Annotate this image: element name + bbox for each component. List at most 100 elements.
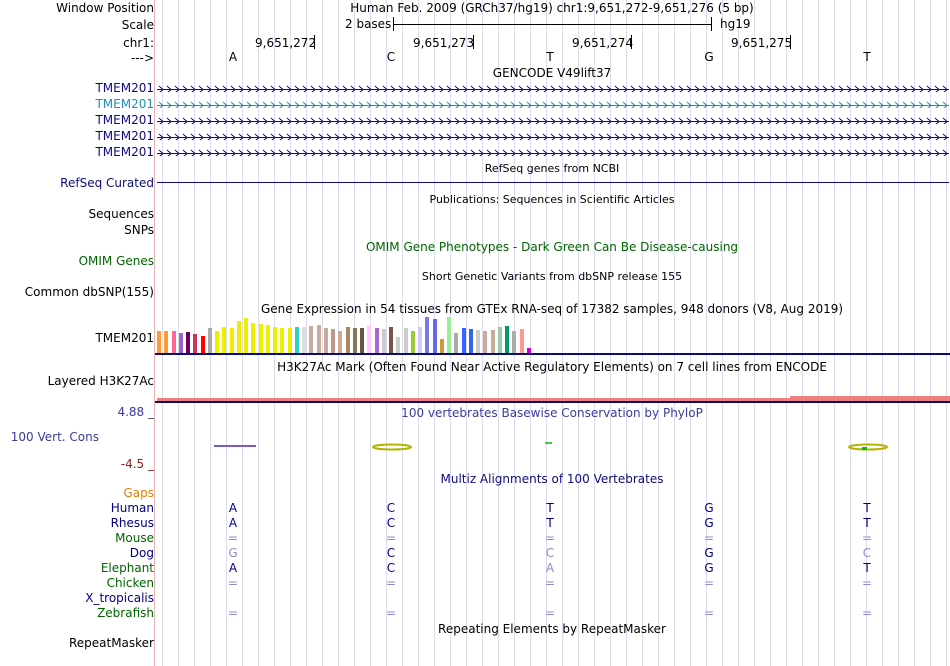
gtex-tissue-bar[interactable]: [410, 331, 415, 353]
gtex-tissue-bar[interactable]: [367, 326, 372, 353]
gencode-gene-label[interactable]: TMEM201: [95, 81, 154, 95]
gtex-tissue-bar[interactable]: [468, 328, 473, 353]
publications-sequences-label[interactable]: Sequences: [88, 207, 154, 221]
gtex-tissue-bar[interactable]: [360, 327, 364, 353]
h3k27ac-label[interactable]: Layered H3K27Ac: [47, 374, 154, 388]
gtex-tissue-bar[interactable]: [403, 327, 408, 353]
gtex-track-title[interactable]: Gene Expression in 54 tissues from GTEx …: [260, 302, 844, 316]
phylop-label[interactable]: 100 Vert. Cons: [10, 430, 99, 444]
gtex-tissue-bar[interactable]: [178, 333, 183, 353]
gtex-tissue-bar[interactable]: [287, 327, 292, 353]
gtex-tissue-bar[interactable]: [374, 327, 379, 353]
gtex-tissue-bar[interactable]: [490, 329, 495, 353]
gtex-tissue-bar[interactable]: [164, 331, 169, 353]
repeatmasker-track-title[interactable]: Repeating Elements by RepeatMasker: [438, 622, 666, 636]
gencode-gene-label[interactable]: TMEM201: [95, 129, 154, 143]
gtex-tissue-bar[interactable]: [309, 326, 314, 353]
repeatmasker-label[interactable]: RepeatMasker: [68, 636, 154, 650]
gencode-transcript[interactable]: [157, 83, 949, 92]
gencode-track-title[interactable]: GENCODE V49lift37: [492, 66, 612, 80]
gencode-transcript[interactable]: [157, 115, 949, 124]
multiz-species-label[interactable]: Elephant: [100, 561, 154, 575]
publications-snps-label[interactable]: SNPs: [124, 223, 154, 237]
refseq-label[interactable]: RefSeq Curated: [60, 176, 154, 190]
gtex-tissue-bar[interactable]: [273, 327, 277, 353]
gtex-tissue-bar[interactable]: [345, 327, 350, 353]
multiz-base: C: [386, 516, 396, 530]
scale-bar: [393, 24, 711, 25]
gtex-tissue-bar[interactable]: [258, 324, 263, 353]
gtex-tissue-bar[interactable]: [193, 334, 198, 353]
h3k27ac-signal[interactable]: [790, 396, 950, 401]
gtex-tissue-bar[interactable]: [200, 335, 205, 353]
gencode-gene-label[interactable]: TMEM201: [95, 97, 154, 111]
gtex-tissue-bar[interactable]: [280, 327, 285, 353]
guide-line: [658, 0, 659, 666]
gtex-tissue-bar[interactable]: [294, 327, 299, 353]
gtex-tissue-bar[interactable]: [425, 317, 430, 353]
gtex-tissue-bar[interactable]: [418, 327, 422, 353]
multiz-species-label[interactable]: Human: [110, 501, 154, 515]
gencode-transcript[interactable]: [157, 99, 949, 108]
gtex-tissue-bar[interactable]: [447, 317, 451, 353]
gtex-tissue-bar[interactable]: [483, 330, 488, 353]
gtex-tissue-bar[interactable]: [229, 327, 234, 353]
gtex-tissue-bar[interactable]: [519, 328, 524, 353]
gtex-tissue-bar[interactable]: [251, 323, 256, 353]
gtex-tissue-bar[interactable]: [454, 333, 459, 353]
gencode-transcript[interactable]: [157, 131, 949, 140]
gtex-tissue-bar[interactable]: [461, 327, 466, 353]
gtex-label[interactable]: TMEM201: [95, 331, 154, 345]
refseq-track-title[interactable]: RefSeq genes from NCBI: [484, 162, 620, 175]
gtex-tissue-bar[interactable]: [222, 327, 227, 353]
gencode-transcript[interactable]: [157, 147, 949, 156]
gtex-tissue-bar[interactable]: [505, 326, 509, 353]
multiz-gaps-label[interactable]: Gaps: [123, 486, 154, 500]
gtex-tissue-bar[interactable]: [439, 338, 444, 353]
multiz-species-label[interactable]: Chicken: [106, 576, 154, 590]
gtex-tissue-bar[interactable]: [207, 327, 212, 353]
gtex-tissue-bar[interactable]: [497, 327, 502, 353]
gtex-tissue-bar[interactable]: [316, 324, 321, 353]
multiz-track-title[interactable]: Multiz Alignments of 100 Vertebrates: [440, 472, 664, 486]
position-1: 9,651,272: [255, 36, 317, 50]
gtex-tissue-bar[interactable]: [215, 331, 219, 353]
gencode-gene-label[interactable]: TMEM201: [95, 145, 154, 159]
gtex-tissue-bar[interactable]: [381, 328, 386, 353]
gencode-gene-label[interactable]: TMEM201: [95, 113, 154, 127]
h3k27ac-track-title[interactable]: H3K27Ac Mark (Often Found Near Active Re…: [277, 360, 827, 374]
gtex-tissue-bar[interactable]: [331, 328, 335, 353]
gtex-tissue-bar[interactable]: [512, 330, 517, 353]
gtex-tissue-bar[interactable]: [323, 327, 328, 353]
refseq-gene-line[interactable]: [157, 182, 949, 183]
gtex-tissue-bar[interactable]: [338, 330, 343, 353]
gtex-tissue-bar[interactable]: [476, 329, 480, 353]
omim-label[interactable]: OMIM Genes: [78, 254, 154, 268]
publications-track-title[interactable]: Publications: Sequences in Scientific Ar…: [429, 193, 675, 206]
gtex-tissue-bar[interactable]: [236, 321, 241, 353]
gtex-tissue-bar[interactable]: [186, 332, 190, 353]
multiz-species-label[interactable]: Mouse: [115, 531, 154, 545]
multiz-base: =: [544, 531, 556, 545]
dbsnp-label[interactable]: Common dbSNP(155): [24, 285, 154, 299]
gtex-tissue-bar[interactable]: [302, 326, 306, 353]
phylop-track-title[interactable]: 100 vertebrates Basewise Conservation by…: [401, 406, 703, 420]
gtex-tissue-bar[interactable]: [244, 318, 248, 353]
multiz-species-label[interactable]: Zebrafish: [97, 606, 154, 620]
gtex-tissue-bar[interactable]: [396, 336, 401, 353]
gtex-tissue-bar[interactable]: [389, 327, 393, 353]
gtex-tissue-bar[interactable]: [171, 330, 176, 353]
gtex-tissue-bar[interactable]: [526, 347, 531, 353]
multiz-species-label[interactable]: Rhesus: [110, 516, 154, 530]
omim-track-title[interactable]: OMIM Gene Phenotypes - Dark Green Can Be…: [365, 240, 739, 254]
gtex-tissue-bar[interactable]: [432, 318, 437, 353]
h3k27ac-signal[interactable]: [157, 398, 790, 401]
multiz-species-label[interactable]: X_tropicalis: [85, 591, 154, 605]
guide-line: [546, 0, 547, 666]
dbsnp-track-title[interactable]: Short Genetic Variants from dbSNP releas…: [421, 270, 683, 283]
gtex-tissue-bar[interactable]: [157, 331, 161, 353]
multiz-species-label[interactable]: Dog: [129, 546, 154, 560]
phylop-signal[interactable]: [200, 438, 900, 454]
gtex-tissue-bar[interactable]: [265, 324, 270, 353]
gtex-tissue-bar[interactable]: [352, 327, 357, 353]
